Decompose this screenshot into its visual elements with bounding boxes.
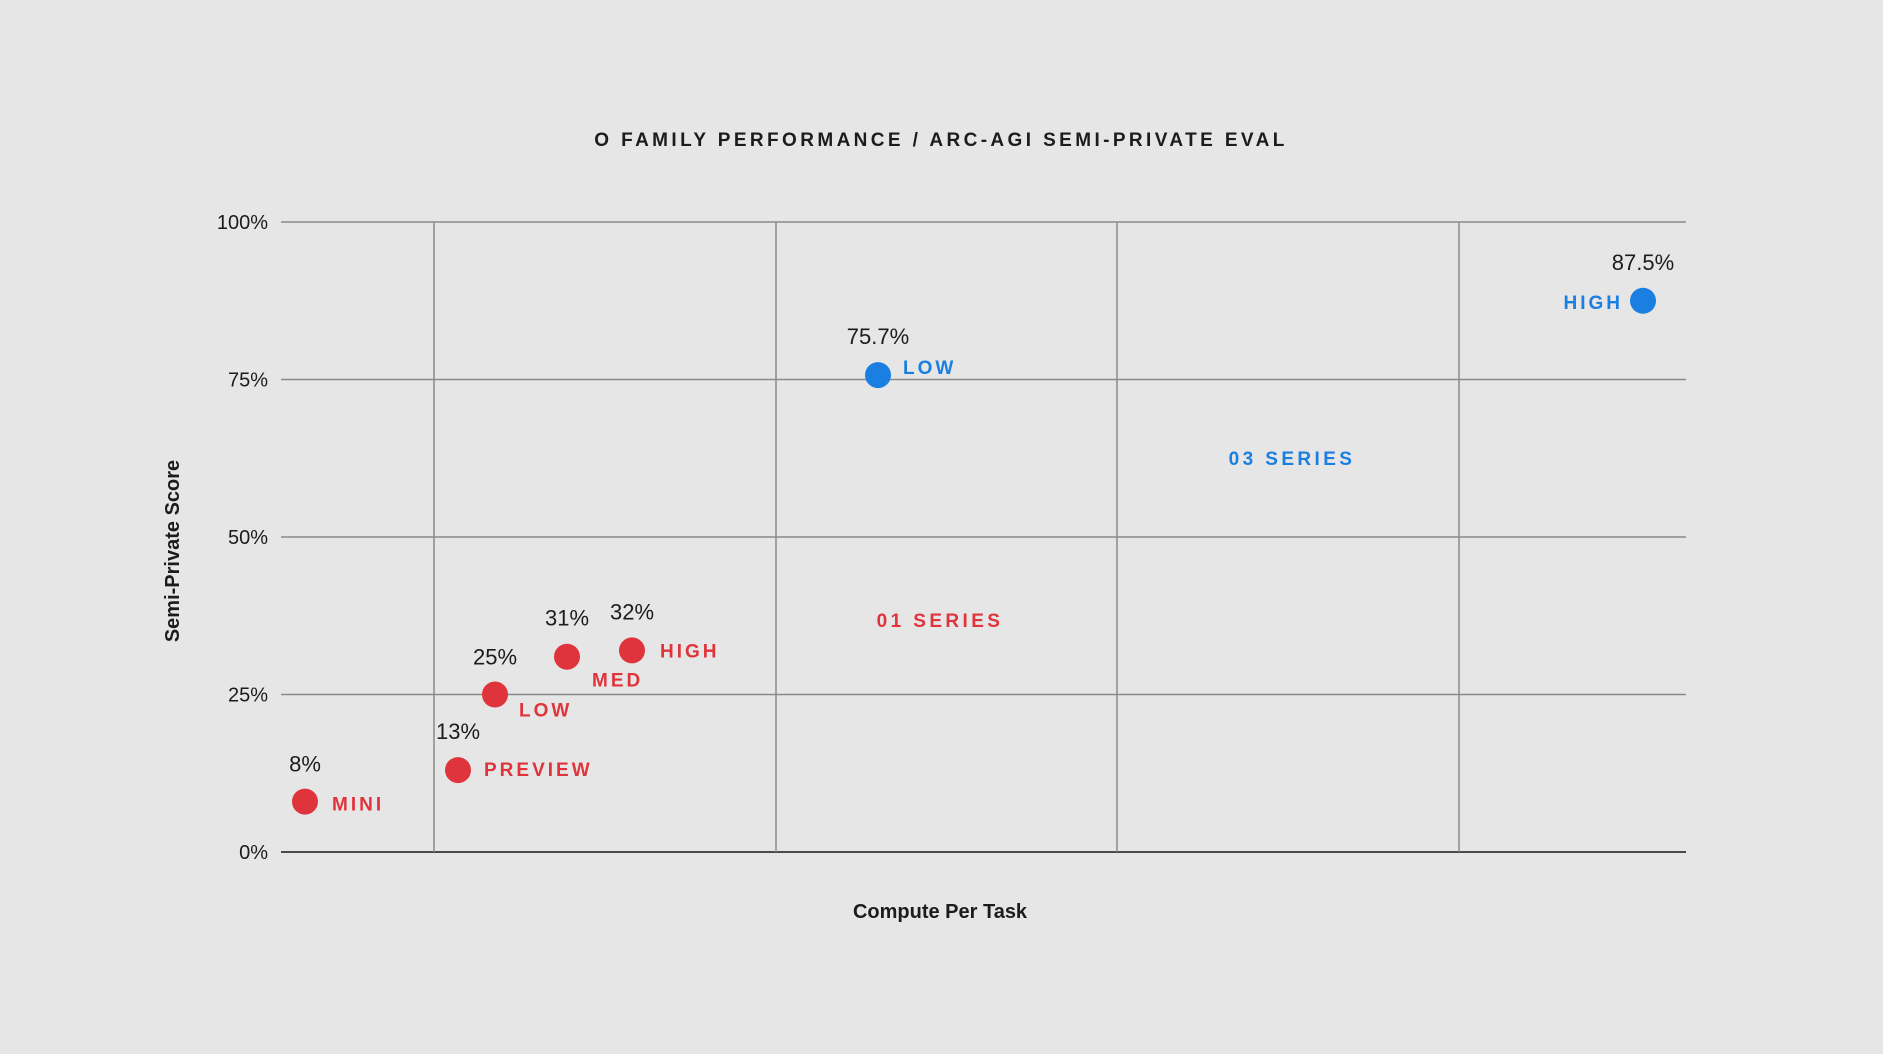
data-value-label: 87.5% bbox=[1612, 250, 1674, 275]
data-point bbox=[865, 362, 891, 389]
data-value-label: 25% bbox=[473, 645, 517, 670]
data-point-label: MINI bbox=[332, 795, 384, 816]
data-point-label: LOW bbox=[519, 701, 572, 722]
grid bbox=[281, 221, 1686, 853]
data-value-label: 31% bbox=[545, 606, 589, 631]
y-tick-label: 100% bbox=[217, 212, 268, 234]
series-1: 75.7% LOW 87.5% HIGH bbox=[847, 250, 1674, 389]
y-tick-label: 0% bbox=[239, 842, 268, 864]
y-tick-label: 75% bbox=[228, 370, 268, 392]
data-point bbox=[554, 643, 580, 670]
data-value-label: 8% bbox=[289, 752, 321, 777]
data-point-label: LOW bbox=[903, 358, 956, 379]
data-value-label: 13% bbox=[436, 719, 480, 744]
data-point bbox=[445, 757, 471, 784]
chart-title: O FAMILY PERFORMANCE / ARC-AGI SEMI-PRIV… bbox=[594, 130, 1287, 151]
y-tick-label: 25% bbox=[228, 685, 268, 707]
series-label-o3: 03 SERIES bbox=[1229, 449, 1356, 470]
y-axis-ticks: 0% 25% 50% 75% 100% bbox=[217, 212, 268, 864]
y-tick-label: 50% bbox=[228, 527, 268, 549]
x-axis-title: Compute Per Task bbox=[853, 901, 1028, 923]
series-0: 8% MINI 13%PREVIEW 25% LOW 31% MED 32% HIGH bbox=[289, 599, 720, 816]
data-point bbox=[619, 637, 645, 664]
data-point-label: HIGH bbox=[1564, 293, 1624, 314]
data-point bbox=[292, 788, 318, 815]
series-label-o1: 01 SERIES bbox=[877, 611, 1004, 632]
data-point bbox=[482, 681, 508, 708]
data-point-label: MED bbox=[592, 671, 643, 692]
data-points: 8%MINI13%PREVIEW25%LOW31%MED32%HIGH75.7%… bbox=[289, 250, 1674, 816]
data-point-label: HIGH bbox=[660, 641, 720, 662]
data-point bbox=[1630, 287, 1656, 314]
data-point-label: PREVIEW bbox=[484, 760, 593, 781]
data-value-label: 32% bbox=[610, 599, 654, 624]
y-axis-title: Semi-Private Score bbox=[162, 460, 184, 642]
data-value-label: 75.7% bbox=[847, 324, 909, 349]
